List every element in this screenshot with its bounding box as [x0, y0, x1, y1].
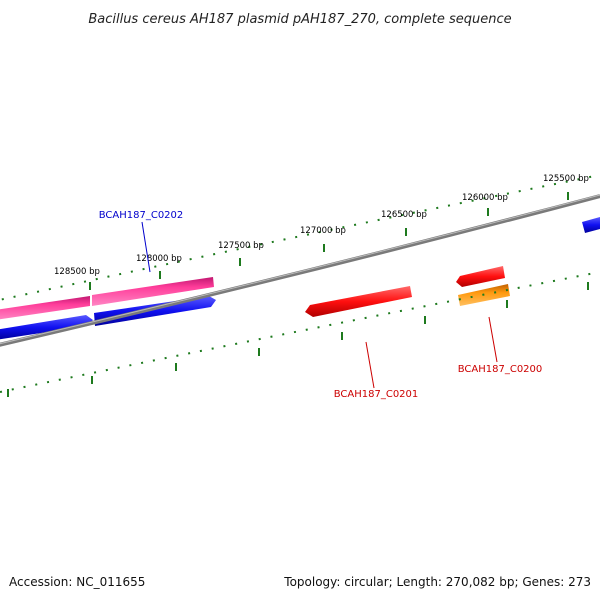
callout-line-c0200	[488, 316, 498, 363]
forward-strand-genes	[0, 217, 600, 340]
inner-minor-ticks	[0, 271, 600, 393]
tick-label: 128000 bp	[136, 254, 182, 264]
inner-tick-ring	[0, 271, 600, 397]
accession-text: Accession: NC_011655	[9, 575, 145, 589]
callout-line-c0202	[141, 221, 151, 273]
gene-red-bcah187-c0200[interactable]	[456, 266, 505, 287]
gene-blue-left[interactable]	[0, 315, 93, 340]
gene-blue-right[interactable]	[582, 217, 600, 233]
gene-label-bcah187-c0201[interactable]: BCAH187_C0201	[334, 389, 419, 400]
plasmid-backbone-highlight	[0, 194, 600, 345]
tick-label: 126000 bp	[462, 193, 508, 203]
gene-pink-left[interactable]	[0, 296, 90, 320]
tick-label: 127000 bp	[300, 226, 346, 236]
map-title: Bacillus cereus AH187 plasmid pAH187_270…	[88, 12, 511, 27]
tick-label: 128500 bp	[54, 267, 100, 277]
gene-blue-middle[interactable]	[94, 296, 216, 326]
gene-red-bcah187-c0201[interactable]	[305, 286, 412, 317]
gene-label-bcah187-c0202[interactable]: BCAH187_C0202	[99, 210, 184, 221]
outer-tick-ring	[0, 174, 600, 301]
gene-label-bcah187-c0200[interactable]: BCAH187_C0200	[458, 364, 543, 375]
tick-label: 127500 bp	[218, 241, 264, 251]
plasmid-backbone	[0, 194, 600, 347]
tick-label: 125500 bp	[543, 174, 589, 184]
callout-line-c0201	[365, 341, 375, 389]
gene-pink-bcah187-c0202[interactable]	[92, 277, 214, 306]
reverse-strand-genes	[305, 266, 510, 317]
topology-summary: Topology: circular; Length: 270,082 bp; …	[283, 575, 591, 589]
tick-label: 126500 bp	[381, 210, 427, 220]
